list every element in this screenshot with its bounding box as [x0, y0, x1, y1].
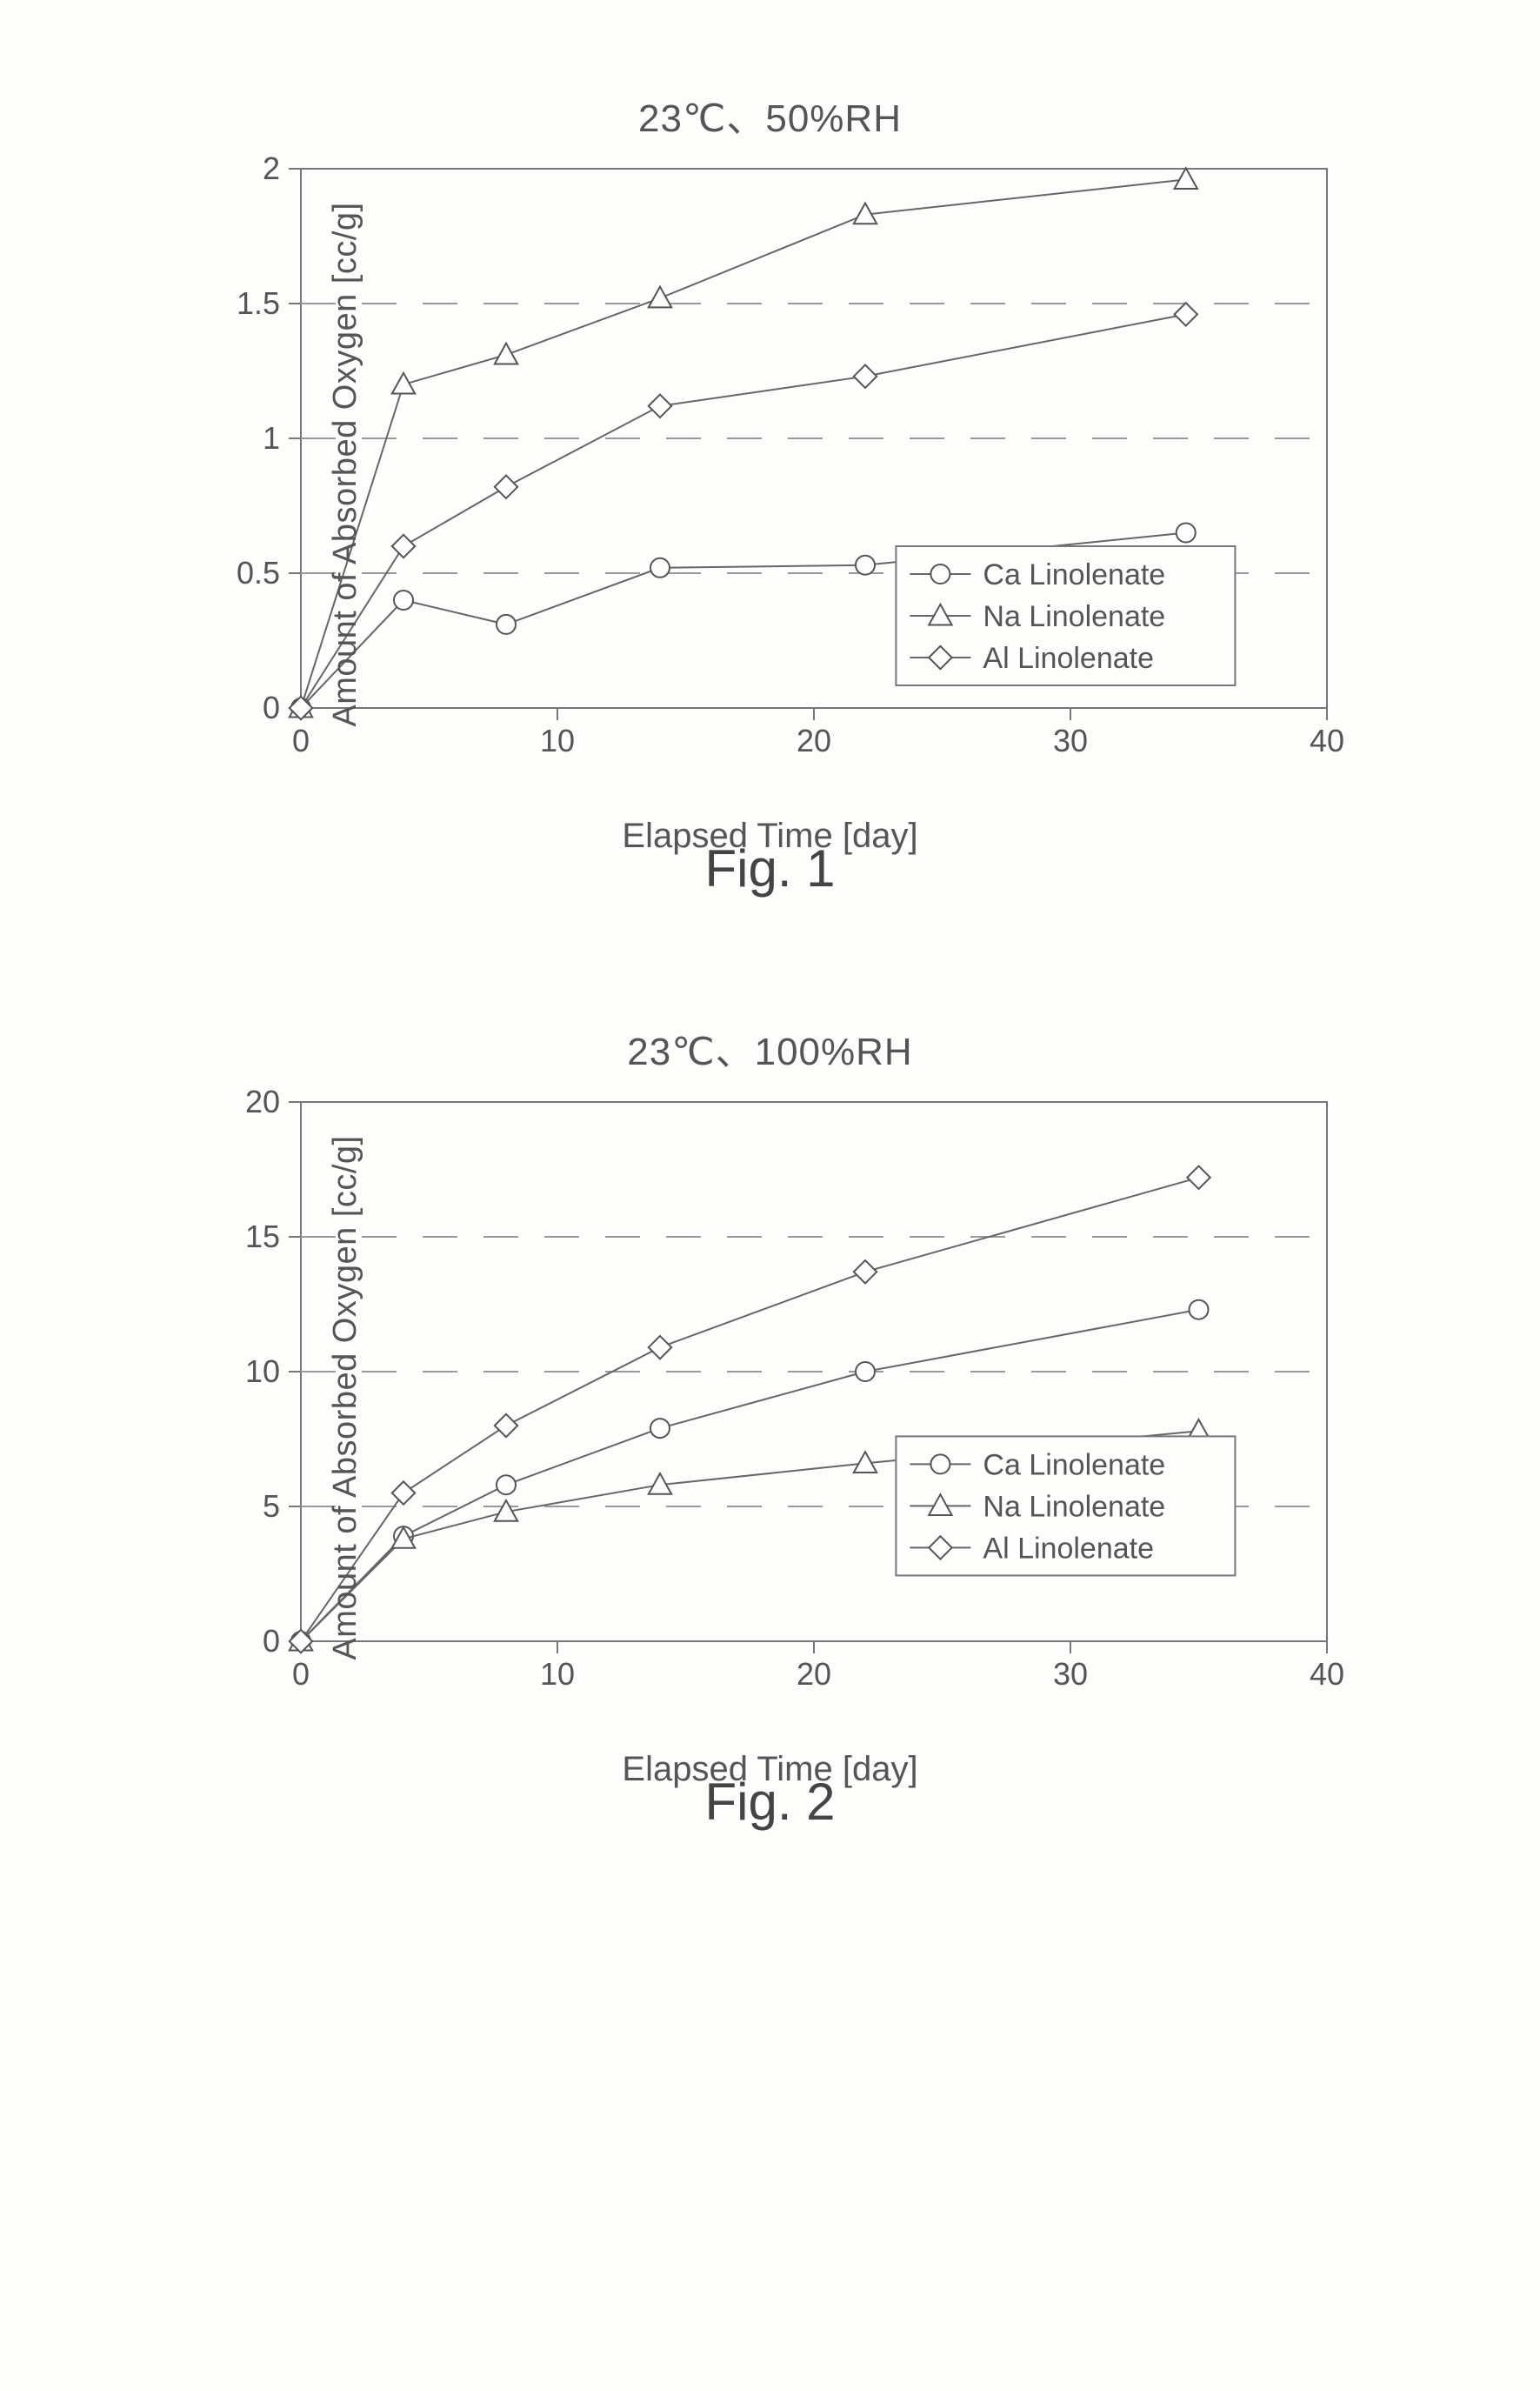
chart-2-ytick-label: 0 [262, 1623, 279, 1659]
chart-1-series-marker [494, 476, 517, 498]
chart-2-series-marker [853, 1260, 876, 1283]
chart-1-ytick-label: 0 [262, 690, 279, 725]
chart-1-legend-label: Ca Linolenate [983, 558, 1165, 591]
chart-2-series-marker [1187, 1166, 1210, 1189]
chart-2-legend-marker [930, 1454, 950, 1473]
chart-1-legend-label: Na Linolenate [983, 600, 1165, 633]
chart-2-series-marker [391, 1481, 414, 1504]
chart-1-series-marker [391, 373, 414, 394]
chart-1-series-marker [856, 556, 875, 575]
chart-1: 0 10 20 30 40 0 0.5 1 1.5 2 Ca Linolenate Na Linole… [179, 151, 1362, 778]
chart-1-ytick-label: 0.5 [236, 555, 279, 591]
chart-2-xtick-label: 40 [1309, 1656, 1343, 1692]
chart-2-ylabel: Amount of Absorbed Oxygen [cc/g] [327, 1135, 364, 1660]
chart-1-series-marker [391, 535, 414, 558]
chart-2-legend-label: Ca Linolenate [983, 1448, 1165, 1481]
chart-2-ytick-label: 15 [244, 1219, 279, 1254]
chart-1-series-marker [497, 615, 516, 634]
chart-2-legend-label: Al Linolenate [983, 1532, 1154, 1565]
chart-1-ytick-label: 1 [262, 420, 279, 456]
chart-1-legend-marker [930, 564, 950, 584]
chart-1-xlabel: Elapsed Time [day] [622, 817, 917, 856]
chart-1-series-marker [494, 344, 517, 364]
chart-1-series-marker [650, 558, 670, 578]
chart-1-xtick-label: 30 [1052, 723, 1087, 758]
chart-1-series-marker [648, 395, 670, 417]
chart-2-xtick-label: 30 [1052, 1656, 1087, 1692]
chart-1-series-marker [1176, 524, 1195, 543]
chart-2-series-marker [494, 1414, 517, 1437]
chart-1-ylabel: Amount of Absorbed Oxygen [cc/g] [327, 202, 364, 726]
chart-2-xtick-label: 10 [539, 1656, 574, 1692]
chart-2-series-marker [856, 1362, 875, 1381]
chart-1-title: 23℃、50%RH [139, 87, 1401, 143]
chart-1-xtick-label: 40 [1309, 723, 1343, 758]
chart-1-legend-label: Al Linolenate [983, 642, 1154, 675]
chart-2-series-marker [1189, 1300, 1208, 1319]
chart-2-xtick-label: 20 [796, 1656, 830, 1692]
chart-2-series-marker [650, 1419, 670, 1438]
chart-1-series-marker [1174, 168, 1197, 189]
chart-1-series-marker [853, 365, 876, 388]
chart-1-series-marker [1174, 303, 1197, 325]
chart-1-xtick-label: 10 [539, 723, 574, 758]
page: 23℃、50%RH 0 10 20 30 40 0 0.5 1 1.5 2 Ca Linolenat… [0, 0, 1540, 1936]
chart-2-title: 23℃、100%RH [139, 1020, 1401, 1076]
chart-1-xtick-label: 20 [796, 723, 830, 758]
chart-2-ytick-label: 5 [262, 1488, 279, 1524]
chart-2-xtick-label: 0 [291, 1656, 309, 1692]
chart-2-series-marker [497, 1475, 516, 1494]
chart-1-series-marker [394, 591, 413, 610]
chart-2-legend-label: Na Linolenate [983, 1490, 1165, 1523]
chart-1-ytick-label: 1.5 [236, 285, 279, 321]
figure-1: 23℃、50%RH 0 10 20 30 40 0 0.5 1 1.5 2 Ca Linolenat… [139, 87, 1401, 898]
chart-2-ytick-label: 20 [244, 1085, 279, 1119]
chart-1-ytick-label: 2 [262, 151, 279, 186]
chart-1-xtick-label: 0 [291, 723, 309, 758]
chart-2-series-marker [648, 1336, 670, 1359]
figure-2: 23℃、100%RH 0 10 20 30 40 0 5 10 15 20 Ca Linolenat… [139, 1020, 1401, 1832]
chart-2-xlabel: Elapsed Time [day] [622, 1750, 917, 1789]
chart-2-ytick-label: 10 [244, 1353, 279, 1389]
chart-2: 0 10 20 30 40 0 5 10 15 20 Ca Linolenate Na Linolen… [179, 1085, 1362, 1711]
chart-1-series-marker [648, 287, 670, 308]
